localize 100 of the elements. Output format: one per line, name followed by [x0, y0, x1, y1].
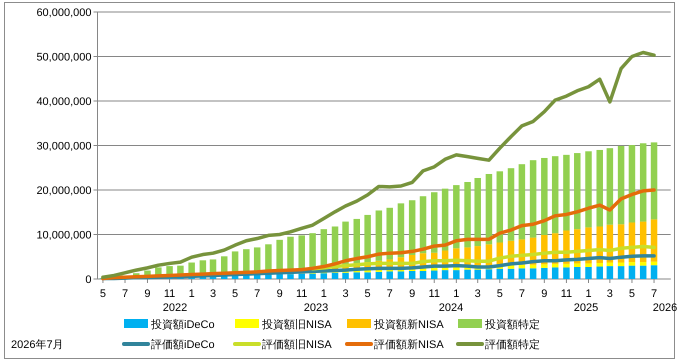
- bar: [650, 142, 658, 220]
- bar: [508, 168, 514, 241]
- bar: [628, 145, 636, 222]
- bar: [442, 188, 448, 251]
- x-tick-label: 11: [296, 288, 308, 300]
- bar: [552, 264, 558, 268]
- bar: [386, 271, 393, 279]
- bar: [332, 272, 338, 279]
- bar: [640, 266, 646, 279]
- x-tick-label: 7: [518, 288, 525, 300]
- legend-label: 投資額特定: [484, 318, 540, 331]
- bar: [354, 272, 360, 279]
- y-tick-label: 40,000,000: [36, 96, 92, 108]
- text: 2022: [162, 302, 188, 314]
- bar: [530, 160, 536, 238]
- legend-label: 投資額旧NISA: [261, 318, 332, 331]
- bar: [574, 263, 581, 267]
- bar: [431, 270, 438, 279]
- bar: [541, 264, 548, 268]
- bar: [364, 214, 371, 262]
- x-tick-label: 11: [560, 288, 572, 300]
- line-series: [310, 244, 656, 271]
- bar: [364, 272, 371, 279]
- bar: [486, 174, 492, 244]
- bar: [408, 200, 416, 255]
- bar: [585, 151, 592, 228]
- x-tick-label: 3: [210, 288, 216, 300]
- y-tick-label: 30,000,000: [36, 140, 92, 152]
- x-tick-label: 5: [100, 288, 106, 300]
- bar: [376, 272, 382, 279]
- x-tick-label: 7: [254, 288, 260, 300]
- y-tick-label: 60,000,000: [36, 7, 92, 19]
- bar: [420, 270, 426, 279]
- bar: [596, 150, 603, 226]
- bar: [342, 272, 349, 279]
- x-tick-label: 9: [144, 288, 151, 300]
- text: 2025: [574, 302, 598, 314]
- bar: [496, 171, 504, 243]
- x-tick-label: 1: [453, 288, 460, 300]
- bar: [386, 208, 393, 260]
- x-tick-label: 3: [474, 288, 481, 300]
- x-tick-label: 5: [364, 288, 371, 300]
- bar: [606, 266, 614, 279]
- bar: [276, 240, 283, 271]
- bar: [496, 268, 504, 279]
- bar: [596, 266, 603, 279]
- bar: [530, 264, 536, 268]
- x-tick-label: 1: [320, 288, 327, 300]
- y-tick-label: 0: [85, 274, 92, 286]
- legend-label: 評価額新NISA: [374, 338, 444, 351]
- bar: [287, 274, 294, 279]
- bar: [486, 269, 492, 279]
- bar: [474, 270, 481, 279]
- bar: [585, 263, 592, 267]
- y-tick-label: 20,000,000: [36, 185, 92, 197]
- x-tick-label: 11: [428, 288, 440, 300]
- bar: [398, 271, 404, 279]
- bar: [453, 185, 460, 248]
- bar: [563, 154, 570, 230]
- bar: [474, 178, 481, 246]
- x-tick-label: 9: [409, 288, 416, 300]
- x-tick-label: 7: [386, 288, 393, 300]
- bar: [606, 262, 614, 266]
- text: 2026年7月: [11, 339, 64, 351]
- bar: [408, 270, 416, 279]
- bar: [563, 267, 570, 279]
- x-tick-label: 5: [628, 288, 636, 300]
- line-series: [101, 188, 656, 280]
- bar: [552, 156, 558, 234]
- bar: [398, 203, 404, 258]
- bar: [618, 266, 624, 279]
- legend-label: 投資額iDeCo: [150, 318, 215, 331]
- bar: [574, 266, 581, 279]
- bar: [464, 270, 471, 279]
- text: 2026: [652, 302, 678, 314]
- bar: [442, 270, 448, 279]
- y-tick-label: 50,000,000: [36, 52, 92, 64]
- bar: [640, 262, 646, 266]
- bar: [518, 264, 526, 268]
- bar: [606, 148, 614, 225]
- legend-label: 評価額iDeCo: [151, 338, 215, 351]
- bar: [431, 192, 438, 253]
- bar: [640, 143, 646, 222]
- bar: [585, 266, 592, 279]
- bar: [518, 164, 526, 240]
- bar: [541, 158, 548, 235]
- bar: [596, 262, 603, 267]
- x-tick-label: 1: [585, 288, 592, 300]
- bar: [618, 146, 624, 224]
- bar: [464, 182, 471, 248]
- x-tick-label: 3: [606, 288, 613, 300]
- x-tick-label: 9: [541, 288, 548, 300]
- text: 2023: [304, 302, 328, 314]
- bar: [628, 266, 636, 279]
- x-tick-label: 9: [276, 288, 283, 300]
- bar: [420, 196, 426, 254]
- legend-label: 投資額新NISA: [373, 318, 444, 331]
- bar: [518, 268, 526, 279]
- bar: [563, 264, 570, 268]
- bar: [650, 265, 658, 279]
